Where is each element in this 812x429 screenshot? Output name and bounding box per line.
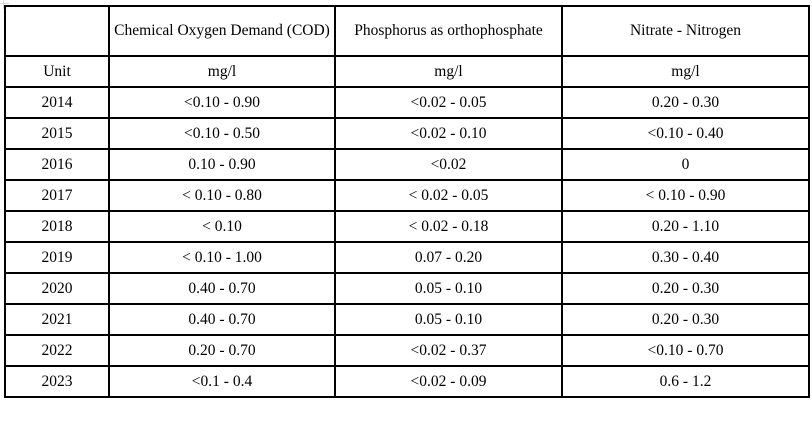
value-cell-phosphorus: <0.02 - 0.05 (334, 86, 563, 119)
column-header-nitrate: Nitrate - Nitrogen (561, 5, 810, 57)
table-row-2014: 2014 <0.10 - 0.90 <0.02 - 0.05 0.20 - 0.… (4, 86, 810, 119)
value-cell-nitrate: <0.10 - 0.70 (561, 334, 810, 367)
year-label: 2018 (4, 210, 110, 243)
corner-cell (4, 5, 110, 57)
value-cell-cod: 0.40 - 0.70 (108, 303, 336, 336)
value-cell-nitrate: 0.6 - 1.2 (561, 365, 810, 398)
unit-cell: mg/l (108, 55, 336, 88)
table-row-2016: 2016 0.10 - 0.90 <0.02 0 (4, 148, 810, 181)
year-label: 2020 (4, 272, 110, 305)
corner-crop-mark (3, 0, 4, 9)
year-label: 2014 (4, 86, 110, 119)
table-row-2022: 2022 0.20 - 0.70 <0.02 - 0.37 <0.10 - 0.… (4, 334, 810, 367)
value-cell-cod: 0.20 - 0.70 (108, 334, 336, 367)
column-header-phosphorus: Phosphorus as orthophosphate (334, 5, 563, 57)
value-cell-cod: < 0.10 (108, 210, 336, 243)
table-row-2019: 2019 < 0.10 - 1.00 0.07 - 0.20 0.30 - 0.… (4, 241, 810, 274)
table-row-2015: 2015 <0.10 - 0.50 <0.02 - 0.10 <0.10 - 0… (4, 117, 810, 150)
value-cell-phosphorus: <0.02 - 0.37 (334, 334, 563, 367)
value-cell-phosphorus: <0.02 (334, 148, 563, 181)
unit-cell: mg/l (334, 55, 563, 88)
value-cell-nitrate: 0.20 - 1.10 (561, 210, 810, 243)
table-row-2021: 2021 0.40 - 0.70 0.05 - 0.10 0.20 - 0.30 (4, 303, 810, 336)
year-label: 2023 (4, 365, 110, 398)
year-label: 2022 (4, 334, 110, 367)
year-label: 2021 (4, 303, 110, 336)
header-row: Chemical Oxygen Demand (COD) Phosphorus … (4, 5, 810, 57)
value-cell-cod: <0.1 - 0.4 (108, 365, 336, 398)
year-label: 2016 (4, 148, 110, 181)
unit-cell: mg/l (561, 55, 810, 88)
value-cell-phosphorus: 0.07 - 0.20 (334, 241, 563, 274)
year-label: 2019 (4, 241, 110, 274)
table-row-2023: 2023 <0.1 - 0.4 <0.02 - 0.09 0.6 - 1.2 (4, 365, 810, 398)
table-row-2020: 2020 0.40 - 0.70 0.05 - 0.10 0.20 - 0.30 (4, 272, 810, 305)
table-row-2018: 2018 < 0.10 < 0.02 - 0.18 0.20 - 1.10 (4, 210, 810, 243)
column-header-cod: Chemical Oxygen Demand (COD) (108, 5, 336, 57)
value-cell-phosphorus: < 0.02 - 0.05 (334, 179, 563, 212)
value-cell-nitrate: 0.20 - 0.30 (561, 272, 810, 305)
unit-row-label: Unit (4, 55, 110, 88)
value-cell-cod: < 0.10 - 1.00 (108, 241, 336, 274)
year-label: 2015 (4, 117, 110, 150)
value-cell-phosphorus: <0.02 - 0.09 (334, 365, 563, 398)
value-cell-cod: 0.40 - 0.70 (108, 272, 336, 305)
value-cell-phosphorus: 0.05 - 0.10 (334, 303, 563, 336)
value-cell-cod: <0.10 - 0.50 (108, 117, 336, 150)
value-cell-phosphorus: 0.05 - 0.10 (334, 272, 563, 305)
value-cell-nitrate: 0 (561, 148, 810, 181)
value-cell-nitrate: 0.20 - 0.30 (561, 86, 810, 119)
value-cell-nitrate: 0.30 - 0.40 (561, 241, 810, 274)
value-cell-nitrate: < 0.10 - 0.90 (561, 179, 810, 212)
value-cell-nitrate: 0.20 - 0.30 (561, 303, 810, 336)
water-quality-table: Chemical Oxygen Demand (COD) Phosphorus … (4, 5, 810, 398)
corner-crop-mark (0, 3, 9, 4)
value-cell-cod: 0.10 - 0.90 (108, 148, 336, 181)
value-cell-nitrate: <0.10 - 0.40 (561, 117, 810, 150)
value-cell-cod: < 0.10 - 0.80 (108, 179, 336, 212)
value-cell-phosphorus: < 0.02 - 0.18 (334, 210, 563, 243)
value-cell-phosphorus: <0.02 - 0.10 (334, 117, 563, 150)
table-row-2017: 2017 < 0.10 - 0.80 < 0.02 - 0.05 < 0.10 … (4, 179, 810, 212)
year-label: 2017 (4, 179, 110, 212)
unit-row: Unit mg/l mg/l mg/l (4, 55, 810, 88)
value-cell-cod: <0.10 - 0.90 (108, 86, 336, 119)
